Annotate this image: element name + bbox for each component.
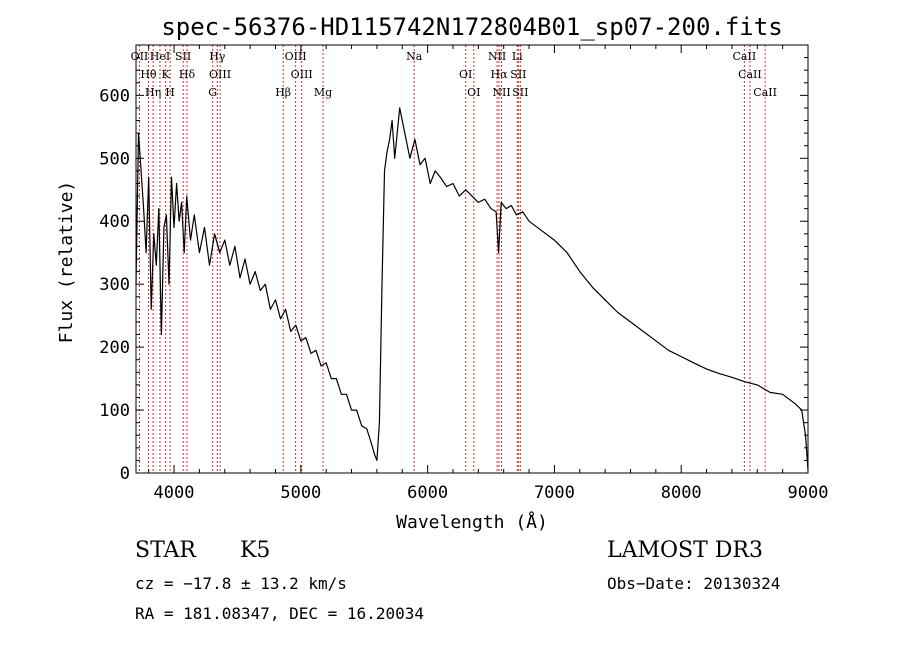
x-tick-label: 6000 xyxy=(407,483,448,503)
emission-line-label: SII xyxy=(512,86,528,99)
observation-date: Obs−Date: 20130324 xyxy=(607,574,781,593)
emission-line-label: HeI xyxy=(150,50,170,63)
emission-line-label: OI xyxy=(459,68,472,81)
y-tick-label: 500 xyxy=(99,149,130,169)
chart-title: spec-56376-HD115742N172804B01_sp07-200.f… xyxy=(161,13,782,41)
y-tick-label: 600 xyxy=(99,86,130,106)
emission-line-label: OIII xyxy=(209,68,231,81)
y-tick-label: 100 xyxy=(99,401,130,421)
y-tick-label: 0 xyxy=(120,464,130,484)
x-tick-label: 9000 xyxy=(788,483,829,503)
emission-line-label: CaII xyxy=(753,86,777,99)
emission-line-label: CaII xyxy=(733,50,757,63)
emission-line-label: K xyxy=(162,68,171,81)
emission-line-markers xyxy=(138,45,766,473)
x-tick-label: 5000 xyxy=(280,483,321,503)
emission-line-label: Na xyxy=(406,50,423,63)
emission-line-label: H xyxy=(165,86,175,99)
object-class: STAR xyxy=(135,538,196,563)
y-tick-label: 200 xyxy=(99,338,130,358)
emission-line-label: Li xyxy=(512,50,523,63)
emission-line-label: Hη xyxy=(145,86,161,99)
x-axis-label: Wavelength (Å) xyxy=(396,511,548,533)
emission-line-label: OIII xyxy=(285,50,307,63)
x-tick-label: 7000 xyxy=(534,483,575,503)
emission-line-label: Mg xyxy=(314,86,332,99)
x-tick-label: 4000 xyxy=(154,483,195,503)
coordinates: RA = 181.08347, DEC = 16.20034 xyxy=(135,604,424,623)
spectrum-line xyxy=(135,107,809,470)
emission-line-label: NII xyxy=(492,86,510,99)
emission-line-label: Hδ xyxy=(179,68,196,81)
y-axis-label: Flux (relative) xyxy=(56,181,77,344)
emission-line-label: G xyxy=(208,86,217,99)
emission-line-labels: OIIHθHηHeIKHSIIHδGHγOIIIHβOIIIOIIIMgNaOI… xyxy=(131,50,777,99)
y-axis-ticks: 0 100 200 300 400 500 600 xyxy=(99,57,808,484)
emission-line-label: OII xyxy=(131,50,149,63)
x-axis-ticks: 4000 5000 6000 7000 8000 9000 xyxy=(148,45,829,503)
survey-name: LAMOST DR3 xyxy=(607,538,763,563)
emission-line-label: SII xyxy=(175,50,191,63)
emission-line-label: NII xyxy=(488,50,506,63)
emission-line-label: OIII xyxy=(291,68,313,81)
redshift-velocity: cz = −17.8 ± 13.2 km/s xyxy=(135,574,347,593)
emission-line-label: Hθ xyxy=(140,68,157,81)
emission-line-label: Hβ xyxy=(275,86,291,99)
emission-line-label: OI xyxy=(467,86,480,99)
emission-line-label: Hα xyxy=(490,68,508,81)
emission-line-label: Hγ xyxy=(209,50,226,63)
object-subclass: K5 xyxy=(240,538,271,563)
y-tick-label: 400 xyxy=(99,212,130,232)
x-tick-label: 8000 xyxy=(661,483,702,503)
y-tick-label: 300 xyxy=(99,275,130,295)
emission-line-label: SII xyxy=(510,68,526,81)
emission-line-label: CaII xyxy=(738,68,762,81)
